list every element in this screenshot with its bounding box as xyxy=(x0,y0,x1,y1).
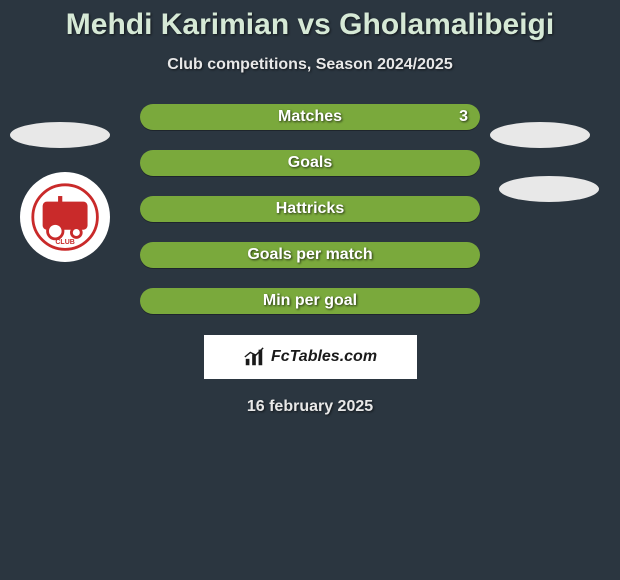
stat-label: Matches xyxy=(278,108,342,126)
stat-row: 3 Matches xyxy=(140,104,480,130)
stat-bar: Hattricks xyxy=(140,196,480,222)
brand-text: FcTables.com xyxy=(271,348,377,366)
left-player-placeholder xyxy=(10,122,110,148)
brand-box[interactable]: FcTables.com xyxy=(203,334,418,380)
right-player-placeholder xyxy=(499,176,599,202)
stat-label: Hattricks xyxy=(276,200,344,218)
stat-row: Goals per match xyxy=(140,242,480,268)
club-badge: CLUB xyxy=(20,172,110,262)
stat-bar: Goals per match xyxy=(140,242,480,268)
stat-bar: Matches xyxy=(140,104,480,130)
stat-value: 3 xyxy=(459,108,468,126)
stat-label: Min per goal xyxy=(263,292,357,310)
stat-row: Goals xyxy=(140,150,480,176)
stat-row: Hattricks xyxy=(140,196,480,222)
page-title: Mehdi Karimian vs Gholamalibeigi xyxy=(0,0,620,42)
stat-bar: Goals xyxy=(140,150,480,176)
right-player-placeholder xyxy=(490,122,590,148)
stat-bars: 3 Matches Goals Hattricks Goals per match Min… xyxy=(140,104,480,314)
stat-bar: Min per goal xyxy=(140,288,480,314)
stat-row: Min per goal xyxy=(140,288,480,314)
date-label: 16 february 2025 xyxy=(0,398,620,416)
subtitle: Club competitions, Season 2024/2025 xyxy=(0,56,620,74)
tractor-club-icon: CLUB xyxy=(30,182,100,252)
bar-chart-icon xyxy=(243,346,265,368)
club-badge-text: CLUB xyxy=(55,239,74,246)
stat-label: Goals per match xyxy=(247,246,372,264)
stat-label: Goals xyxy=(288,154,332,172)
